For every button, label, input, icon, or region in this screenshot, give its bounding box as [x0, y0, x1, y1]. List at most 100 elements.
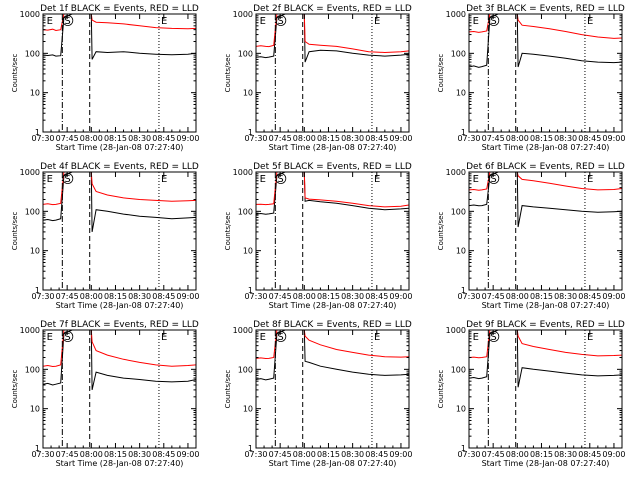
- x-tick-label: 09:00: [389, 450, 412, 459]
- x-tick-label: 08:00: [80, 292, 103, 301]
- event-marker: E: [260, 16, 266, 27]
- series-line-lld: [256, 172, 409, 208]
- marker-ring: [488, 15, 500, 26]
- series-line-events: [256, 172, 409, 215]
- x-tick-label: 08:00: [293, 292, 316, 301]
- x-tick-label: 09:00: [602, 134, 625, 143]
- series-line-lld: [256, 330, 409, 360]
- event-marker: E: [47, 16, 53, 27]
- x-tick-label: 08:30: [341, 450, 364, 459]
- y-tick-label: 1000: [446, 10, 466, 19]
- series-line-lld: [43, 14, 196, 32]
- event-marker: E: [587, 16, 593, 27]
- y-tick-label: 1: [35, 444, 40, 453]
- marker-ring: [275, 331, 287, 342]
- y-axis-label: Counts/sec: [11, 54, 19, 93]
- x-axis-label: Start Time (28-Jan-08 07:27:40): [56, 459, 184, 468]
- x-tick-label: 08:45: [365, 450, 388, 459]
- x-axis-label: Start Time (28-Jan-08 07:27:40): [269, 143, 397, 152]
- x-tick-label: 07:30: [31, 292, 54, 301]
- plot-frame: [468, 13, 623, 133]
- y-tick-label: 1: [35, 286, 40, 295]
- event-marker: S: [277, 16, 283, 27]
- event-marker: E: [473, 332, 479, 343]
- marker-ring: [62, 331, 74, 342]
- x-tick-label: 08:45: [578, 292, 601, 301]
- y-tick-label: 10: [243, 405, 253, 414]
- x-tick-label: 07:30: [31, 450, 54, 459]
- x-tick-label: 08:45: [152, 450, 175, 459]
- x-tick-label: 07:30: [457, 292, 480, 301]
- x-axis-label: Start Time (28-Jan-08 07:27:40): [56, 301, 184, 310]
- event-marker: S: [64, 332, 70, 343]
- y-tick-label: 100: [451, 207, 466, 216]
- x-tick-label: 08:45: [578, 450, 601, 459]
- y-tick-label: 100: [238, 365, 253, 374]
- x-tick-label: 08:00: [506, 450, 529, 459]
- x-tick-label: 07:45: [269, 134, 292, 143]
- event-marker: E: [161, 174, 167, 185]
- y-tick-label: 100: [25, 207, 40, 216]
- marker-ring: [488, 173, 500, 184]
- x-tick-label: 08:30: [554, 292, 577, 301]
- x-tick-label: 09:00: [389, 134, 412, 143]
- x-axis-label: Start Time (28-Jan-08 07:27:40): [269, 459, 397, 468]
- x-tick-label: 08:30: [554, 450, 577, 459]
- event-marker: S: [64, 16, 70, 27]
- x-tick-label: 09:00: [176, 292, 199, 301]
- x-tick-label: 07:30: [244, 292, 267, 301]
- x-tick-label: 07:30: [244, 450, 267, 459]
- event-marker: S: [277, 174, 283, 185]
- x-tick-label: 08:00: [80, 134, 103, 143]
- marker-ring: [275, 173, 287, 184]
- y-tick-label: 1000: [20, 326, 40, 335]
- plot-frame: [468, 329, 623, 449]
- series-line-lld: [469, 172, 622, 191]
- y-tick-label: 1000: [446, 326, 466, 335]
- y-tick-label: 10: [456, 89, 466, 98]
- x-tick-label: 07:45: [269, 450, 292, 459]
- chart-title: Det 3f BLACK = Events, RED = LLD: [466, 4, 625, 14]
- y-axis-label: Counts/sec: [437, 54, 445, 93]
- x-tick-label: 08:15: [317, 292, 340, 301]
- x-tick-label: 07:45: [482, 292, 505, 301]
- chart-title: Det 6f BLACK = Events, RED = LLD: [466, 162, 625, 172]
- plot-frame: [255, 171, 410, 291]
- event-marker: E: [374, 16, 380, 27]
- chart-title: Det 5f BLACK = Events, RED = LLD: [253, 162, 412, 172]
- x-axis-label: Start Time (28-Jan-08 07:27:40): [482, 143, 610, 152]
- x-tick-label: 07:45: [269, 292, 292, 301]
- series-line-events: [43, 14, 196, 60]
- y-tick-label: 100: [238, 207, 253, 216]
- y-tick-label: 1000: [233, 10, 253, 19]
- y-axis-label: Counts/sec: [224, 54, 232, 93]
- y-axis-label: Counts/sec: [224, 370, 232, 409]
- chart-title: Det 9f BLACK = Events, RED = LLD: [466, 320, 625, 330]
- event-marker: S: [277, 332, 283, 343]
- x-tick-label: 08:15: [530, 292, 553, 301]
- x-tick-label: 09:00: [176, 450, 199, 459]
- plot-frame: [42, 329, 197, 449]
- series-line-events: [469, 14, 622, 68]
- marker-ring: [488, 331, 500, 342]
- event-marker: E: [161, 332, 167, 343]
- x-tick-label: 08:15: [317, 134, 340, 143]
- x-tick-label: 07:45: [482, 450, 505, 459]
- x-tick-label: 08:15: [104, 450, 127, 459]
- x-tick-label: 08:00: [293, 450, 316, 459]
- event-marker: E: [47, 174, 53, 185]
- x-tick-label: 08:30: [554, 134, 577, 143]
- event-marker: S: [490, 174, 496, 185]
- event-marker: E: [587, 332, 593, 343]
- event-marker: S: [490, 16, 496, 27]
- x-tick-label: 08:30: [341, 134, 364, 143]
- y-tick-label: 100: [451, 365, 466, 374]
- x-tick-label: 09:00: [602, 450, 625, 459]
- x-tick-label: 08:00: [506, 134, 529, 143]
- x-tick-label: 08:15: [317, 450, 340, 459]
